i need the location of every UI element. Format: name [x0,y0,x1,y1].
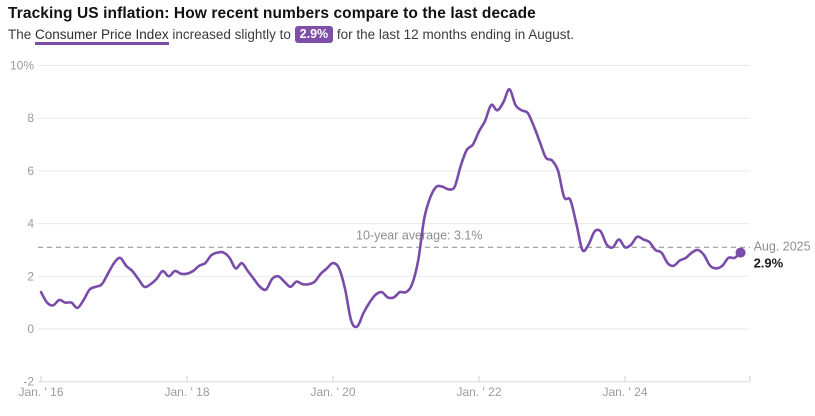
y-axis-label: 4 [27,217,34,231]
end-dot[interactable] [735,247,746,258]
subtitle: The Consumer Price Index increased sligh… [8,26,575,45]
page-title: Tracking US inflation: How recent number… [8,5,536,22]
y-axis-label: 6 [27,164,34,178]
average-annotation: 10-year average: 3.1% [356,228,482,242]
x-axis-label: Jan. ' 22 [457,385,502,399]
x-axis-label: Jan. ' 18 [165,385,210,399]
y-axis-label: 0 [27,322,34,336]
current-rate-badge: 2.9% [294,26,334,43]
subtitle-text-suffix: for the last 12 months ending in August. [333,27,575,42]
y-axis-label: -2 [23,375,34,389]
end-date-label: Aug. 2025 [754,240,811,254]
y-axis-label: 2 [27,269,34,283]
end-value-label: 2.9% [754,256,784,271]
x-axis-label: Jan. ' 16 [19,385,64,399]
y-axis-label: 10% [10,59,34,73]
cpi-line[interactable] [39,87,742,329]
subtitle-text-prefix: The [8,27,36,42]
x-axis-label: Jan. ' 20 [311,385,356,399]
y-axis-label: 8 [27,111,34,125]
subtitle-text-middle: increased slightly to [168,27,295,42]
consumer-price-index-link[interactable]: Consumer Price Index [35,27,169,45]
x-axis-label: Jan. ' 24 [603,385,648,399]
